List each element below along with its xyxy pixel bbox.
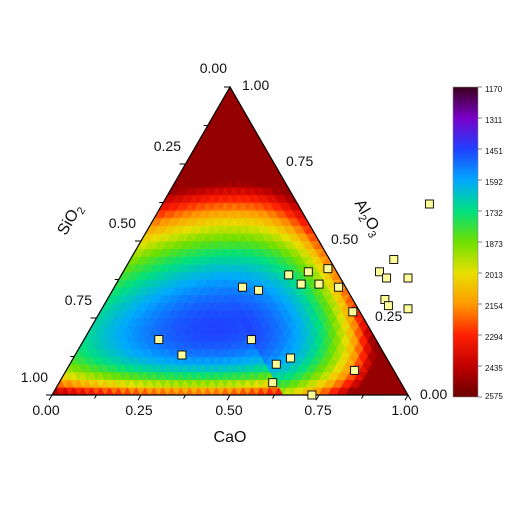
- bottom-tick-label: 0.75: [304, 402, 331, 418]
- data-point: [350, 365, 360, 375]
- colorbar-ticks: [478, 86, 482, 398]
- colorbar-gradient: [452, 86, 479, 398]
- left-axis-title-text: SiO2: [55, 201, 89, 239]
- axis-tick: [404, 394, 409, 401]
- axis-tick: [274, 163, 278, 170]
- left-axis-title: SiO2: [55, 201, 89, 239]
- axis-tick: [361, 394, 364, 399]
- data-point: [323, 264, 333, 274]
- data-point: [271, 359, 281, 369]
- data-points: [154, 199, 434, 400]
- data-point: [286, 353, 295, 363]
- colorbar-label: 1311: [485, 116, 503, 125]
- left-tick-label: 0.25: [154, 138, 181, 154]
- axis-tick: [363, 317, 367, 324]
- left-tick-label: 0.50: [109, 215, 136, 231]
- colorbar-label: 2013: [485, 271, 503, 280]
- data-point: [424, 199, 434, 209]
- axis-tick: [48, 394, 53, 401]
- bottom-tick-label: 0.50: [215, 402, 242, 418]
- axis-tick: [340, 279, 344, 284]
- bottom-tick-label: 0.25: [125, 402, 152, 418]
- colorbar-label: 2575: [485, 392, 503, 401]
- bottom-tick-label: 1.00: [391, 402, 418, 418]
- axis-tick: [318, 240, 323, 247]
- data-point: [403, 304, 413, 314]
- data-point: [254, 285, 263, 295]
- data-point: [307, 390, 317, 400]
- axis-tick: [407, 394, 412, 401]
- left-tick-label: 0.00: [200, 60, 227, 76]
- bottom-axis-title: CaO: [214, 429, 247, 446]
- colorbar-label: 1732: [485, 209, 503, 218]
- right-tick-label: 0.25: [375, 308, 402, 324]
- data-point: [246, 335, 256, 345]
- axis-tick: [226, 394, 231, 401]
- colorbar-label: 2154: [485, 302, 503, 311]
- axis-tick: [183, 394, 186, 399]
- left-tick-labels: 1.00 0.75 0.50 0.25 0.00: [21, 60, 227, 385]
- bottom-tick-label: 0.00: [32, 402, 59, 418]
- right-tick-label: 0.00: [420, 386, 447, 402]
- right-tick-labels: 0.00 0.25 0.50 0.75 1.00: [242, 77, 447, 402]
- data-point: [284, 270, 294, 280]
- axis-tick: [94, 394, 97, 399]
- contour-field: [52, 87, 408, 395]
- data-point: [348, 307, 358, 317]
- contour-plot-area: [52, 87, 408, 395]
- colorbar-label: 2294: [485, 333, 503, 342]
- right-tick-label: 1.00: [242, 77, 269, 93]
- axis-tick: [315, 394, 320, 401]
- data-point: [177, 350, 187, 360]
- colorbar-label: 2435: [485, 364, 503, 373]
- colorbar-labels: 1170 1311 1451 1592 1732 1873 2013 2154 …: [485, 85, 503, 401]
- colorbar-label: 1873: [485, 240, 503, 249]
- data-point: [296, 279, 306, 289]
- data-point: [303, 267, 313, 277]
- bottom-tick-labels: 0.00 0.25 0.50 0.75 1.00: [32, 402, 418, 418]
- data-point: [238, 282, 247, 292]
- data-point: [334, 282, 344, 292]
- axis-tick: [296, 202, 300, 207]
- axis-ticks: [46, 86, 412, 401]
- axis-tick: [272, 394, 275, 399]
- data-point: [154, 335, 164, 345]
- axis-tick: [385, 356, 389, 361]
- left-tick-label: 0.75: [65, 292, 92, 308]
- right-tick-label: 0.75: [286, 153, 313, 169]
- colorbar-label: 1592: [485, 178, 503, 187]
- data-point: [403, 273, 413, 283]
- data-point: [375, 267, 384, 277]
- data-point: [383, 301, 393, 311]
- data-point: [314, 279, 324, 289]
- axis-tick: [229, 86, 234, 93]
- colorbar: 1170 1311 1451 1592 1732 1873 2013 2154 …: [452, 85, 503, 401]
- data-point: [389, 255, 399, 264]
- colorbar-label: 1451: [485, 147, 503, 156]
- axis-tick: [251, 125, 255, 130]
- right-tick-label: 0.50: [331, 231, 358, 247]
- colorbar-label: 1170: [485, 85, 503, 94]
- left-tick-label: 1.00: [21, 369, 48, 385]
- axis-tick: [137, 394, 142, 401]
- data-point: [382, 273, 392, 283]
- data-point: [268, 378, 278, 388]
